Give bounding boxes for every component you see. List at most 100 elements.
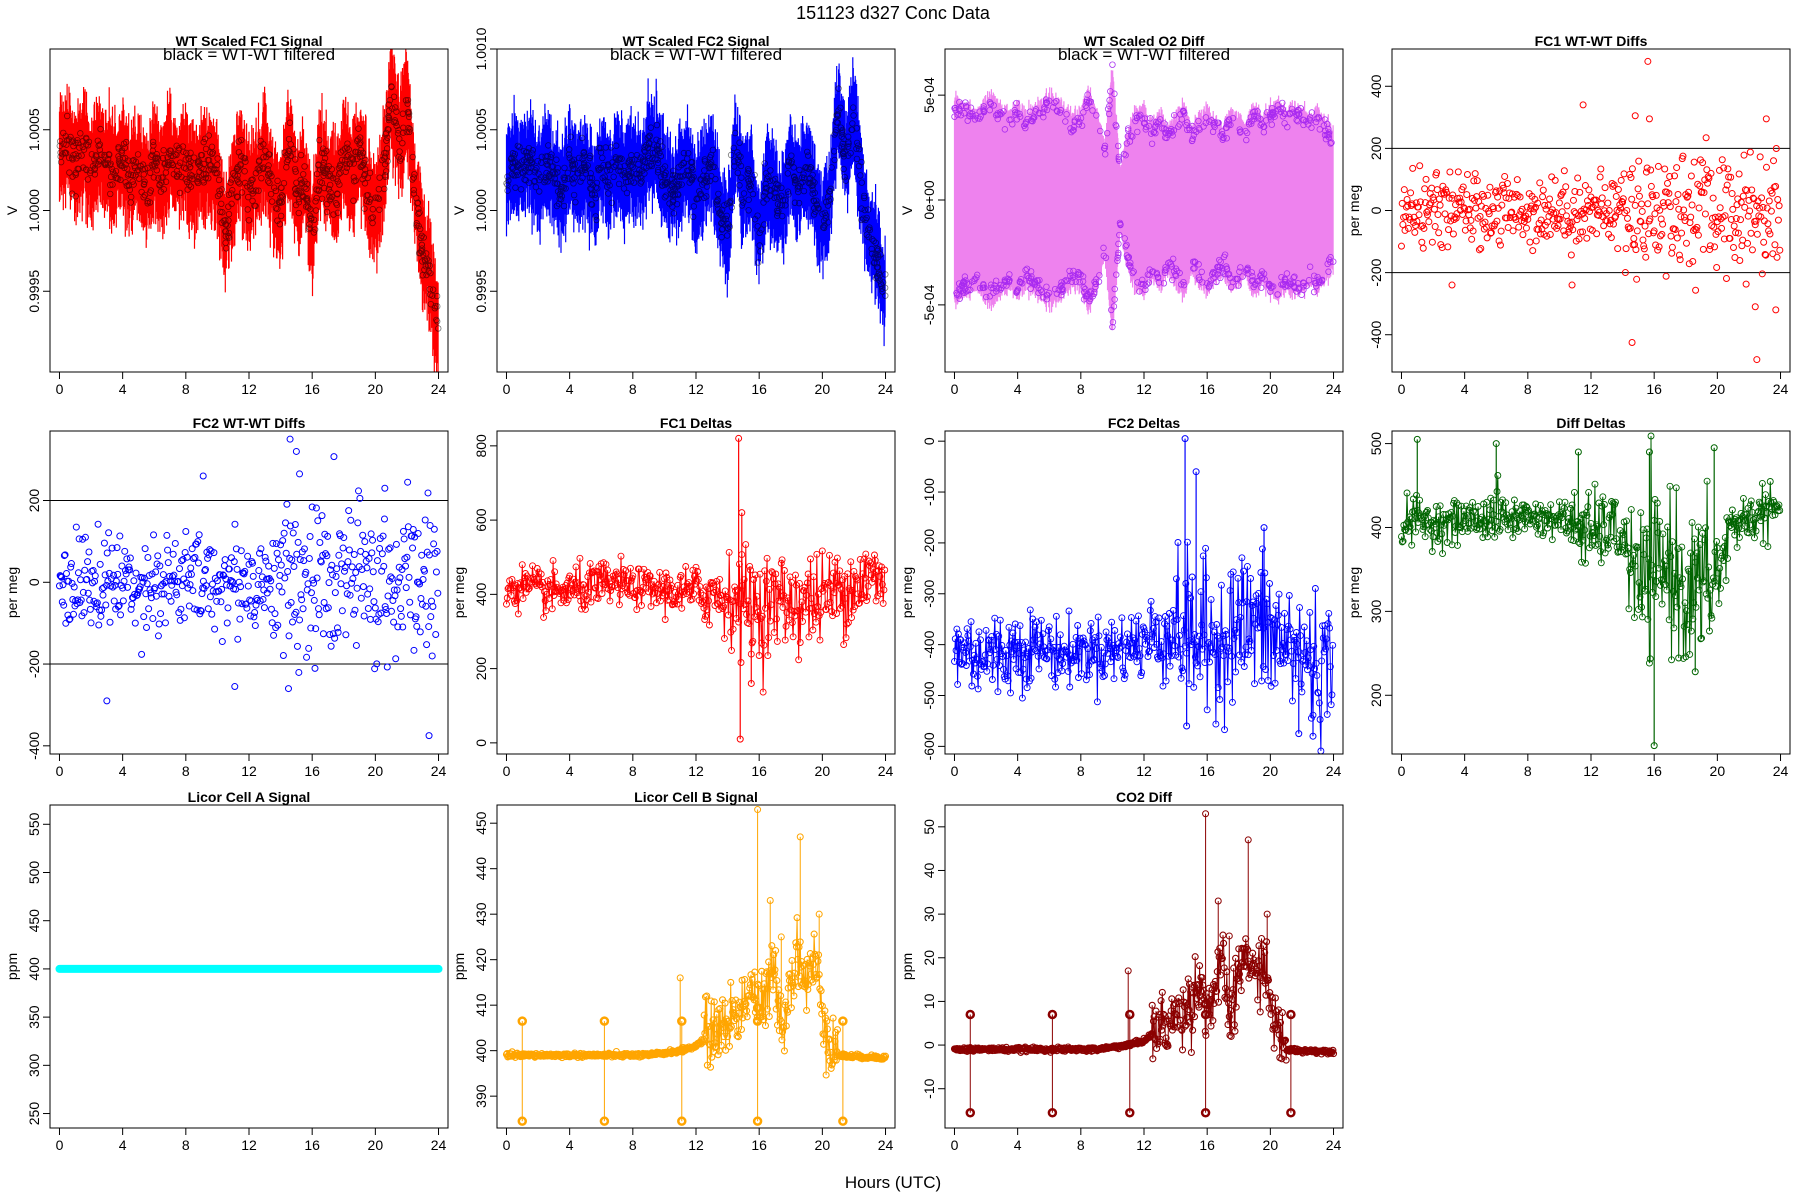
y-tick-label-o2diff-1: 0e+00 xyxy=(921,180,937,220)
x-tick-label-licorA-2: 8 xyxy=(182,1137,190,1153)
y-tick-label-licorB-5: 440 xyxy=(473,857,489,881)
y-tick-label-co2diff-0: -10 xyxy=(921,1078,937,1098)
y-tick-label-licorA-5: 500 xyxy=(26,861,42,885)
x-tick-label-co2diff-3: 12 xyxy=(1136,1137,1152,1153)
plot-area-fc1d xyxy=(503,434,889,743)
y-axis-label-fc1wt: per meg xyxy=(1346,185,1362,236)
outlier-point-fc2wt-3 xyxy=(199,472,207,480)
x-tick-label-o2diff-5: 20 xyxy=(1263,381,1279,397)
x-tick-label-fc1d-4: 16 xyxy=(751,763,767,779)
x-tick-label-fc1sig-2: 8 xyxy=(182,381,190,397)
spike-point-licorB-4 xyxy=(815,910,823,918)
x-tick-label-fc2sig-5: 20 xyxy=(815,381,831,397)
x-tick-label-fc1d-0: 0 xyxy=(503,763,511,779)
x-tick-label-fc1wt-6: 24 xyxy=(1773,381,1789,397)
y-tick-label-fc1d-4: 800 xyxy=(473,434,489,458)
x-tick-label-fc1d-6: 24 xyxy=(878,763,894,779)
data-band-o2diff xyxy=(953,70,1334,330)
outlier-point-fc1wt-0 xyxy=(1644,57,1652,65)
panel-title-fc2wt: FC2 WT-WT Diffs xyxy=(193,415,306,431)
x-tick-label-fc2wt-3: 12 xyxy=(241,763,257,779)
calibration-point-licorB-2-0 xyxy=(677,1016,687,1026)
x-tick-label-diffd-5: 20 xyxy=(1710,763,1726,779)
outlier-point-fc2wt-2 xyxy=(296,470,304,478)
x-tick-label-fc1wt-1: 4 xyxy=(1461,381,1469,397)
spike-point-licorB-2 xyxy=(766,897,774,905)
x-tick-label-fc1sig-1: 4 xyxy=(119,381,127,397)
x-tick-label-licorB-1: 4 xyxy=(566,1137,574,1153)
y-tick-label-fc1d-0: 0 xyxy=(473,739,489,747)
x-tick-label-licorB-6: 24 xyxy=(878,1137,894,1153)
plot-frame-co2diff xyxy=(944,804,1344,1129)
y-tick-label-licorB-0: 390 xyxy=(473,1084,489,1108)
y-tick-label-licorB-3: 420 xyxy=(473,948,489,972)
y-axis-label-fc2d: per meg xyxy=(899,567,915,618)
spike-point-co2diff-4 xyxy=(1263,910,1271,918)
x-tick-label-o2diff-1: 4 xyxy=(1014,381,1022,397)
y-axis-label-o2diff: V xyxy=(899,205,915,215)
outlier-point-fc1wt-3 xyxy=(1645,115,1653,123)
y-tick-label-licorB-1: 400 xyxy=(473,1039,489,1063)
spike-point-diffd-4 xyxy=(1645,448,1653,456)
plot-frame-fc2wt xyxy=(49,430,449,755)
spike-point-diffd-0 xyxy=(1413,435,1421,443)
x-tick-label-fc1wt-0: 0 xyxy=(1398,381,1406,397)
y-tick-label-fc1sig-0: 0.9995 xyxy=(26,270,42,313)
spike-point-licorB-0 xyxy=(676,974,684,982)
panel-title-fc1wt: FC1 WT-WT Diffs xyxy=(1535,33,1648,49)
y-tick-label-fc2d-6: 0 xyxy=(921,437,937,445)
x-tick-label-fc1d-2: 8 xyxy=(629,763,637,779)
spike-point-licorB-3 xyxy=(796,833,804,841)
y-tick-label-fc1d-2: 400 xyxy=(473,582,489,606)
x-tick-label-diffd-2: 8 xyxy=(1524,763,1532,779)
y-tick-label-licorB-2: 410 xyxy=(473,993,489,1017)
calibration-point-licorB-1-0 xyxy=(599,1016,610,1026)
x-tick-label-fc1sig-5: 20 xyxy=(368,381,384,397)
spike-point-licorB-5 xyxy=(777,933,785,941)
calibration-point-licorB-2-1 xyxy=(677,1116,687,1126)
x-tick-label-fc2d-4: 16 xyxy=(1199,763,1215,779)
panel-fc2d: 0 4 8 12 16 20 24 -600 -500 -400 -300 -200 -100 0 FC2 … xyxy=(899,415,1344,779)
x-tick-label-fc2d-2: 8 xyxy=(1077,763,1085,779)
y-tick-label-fc2sig-0: 0.9995 xyxy=(473,270,489,313)
outlier-point-fc2wt-1 xyxy=(292,447,300,455)
spike-point-fc1d-2 xyxy=(738,509,746,517)
spike-point-co2diff-2 xyxy=(1214,897,1222,905)
y-tick-label-co2diff-2: 10 xyxy=(921,993,937,1009)
outlier-point-fc2wt-8 xyxy=(381,484,389,492)
spike-point-fc2d-0 xyxy=(1181,435,1189,443)
outlier-point-fc2wt-5 xyxy=(231,683,239,691)
calibration-point-licorB-0-0 xyxy=(517,1016,528,1026)
data-line-diffd xyxy=(1401,435,1781,664)
panel-annotation-fc1sig: black = WT-WT filtered xyxy=(163,45,335,64)
spike-point-fc2d-1 xyxy=(1183,722,1191,730)
x-tick-label-co2diff-6: 24 xyxy=(1326,1137,1342,1153)
y-tick-label-fc2sig-1: 1.0000 xyxy=(473,189,489,232)
x-tick-label-co2diff-1: 4 xyxy=(1014,1137,1022,1153)
panel-licorB: 0 4 8 12 16 20 24 390 400 410 420 430 440 450 Licor Ce… xyxy=(451,789,896,1153)
x-tick-label-fc2sig-4: 16 xyxy=(751,381,767,397)
x-tick-label-o2diff-3: 12 xyxy=(1136,381,1152,397)
x-tick-label-diffd-6: 24 xyxy=(1773,763,1789,779)
outlier-point-fc2wt-7 xyxy=(425,732,433,740)
panel-title-fc1d: FC1 Deltas xyxy=(660,415,733,431)
outlier-point-fc1wt-5 xyxy=(1628,338,1636,346)
y-tick-label-o2diff-0: -5e-04 xyxy=(921,284,937,325)
calibration-point-co2diff-4-1 xyxy=(1286,1107,1296,1118)
calibration-point-co2diff-0-0 xyxy=(965,1009,976,1020)
calibration-point-co2diff-2-0 xyxy=(1125,1009,1135,1020)
x-tick-label-licorA-6: 24 xyxy=(431,1137,447,1153)
y-tick-label-fc2sig-2: 1.0005 xyxy=(473,108,489,151)
plot-frame-licorB xyxy=(496,804,896,1129)
panel-co2diff: 0 4 8 12 16 20 24 -10 0 10 20 30 40 50 CO2 Diff ppm xyxy=(899,789,1344,1153)
plot-area-fc2d xyxy=(951,435,1337,754)
panel-fc2sig: 0 4 8 12 16 20 24 0.9995 1.0000 1.0005 1.0010 WT Sc… xyxy=(451,27,896,397)
x-tick-label-fc2wt-4: 16 xyxy=(304,763,320,779)
data-markers-diffd xyxy=(1398,432,1784,667)
y-tick-label-diffd-0: 200 xyxy=(1368,683,1384,707)
data-markers-licorB xyxy=(502,914,890,1079)
calibration-point-licorB-4-0 xyxy=(838,1016,848,1026)
spike-point-diffd-1 xyxy=(1492,440,1500,448)
spike-point-diffd-6 xyxy=(1691,668,1699,676)
x-tick-label-fc2d-6: 24 xyxy=(1326,763,1342,779)
